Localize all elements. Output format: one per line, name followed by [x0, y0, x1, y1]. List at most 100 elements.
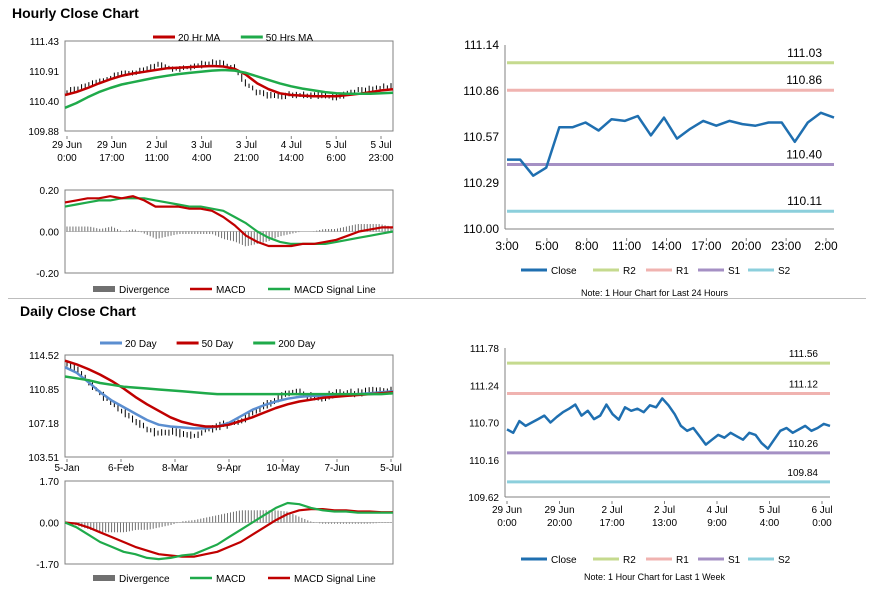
hourly-price-y-tick-2: 110.40: [29, 97, 59, 108]
hourly-section-title: Hourly Close Chart: [12, 5, 139, 21]
hourly-price-legend-label-1: 50 Hrs MA: [266, 33, 314, 44]
weekly-hourly-legend-label-2: R1: [676, 555, 689, 566]
daily-price-x-tick-0: 5-Jan: [54, 463, 79, 474]
weekly-hourly-x-tick-1-time: 20:00: [547, 518, 572, 529]
hourly-macd-legend-label-2: MACD Signal Line: [294, 285, 376, 296]
hourly-price-plot-frame: [64, 40, 394, 132]
daily-macd-y-tick-2: -1.70: [36, 560, 59, 571]
daily-price-x-tick-4: 10-May: [266, 463, 299, 474]
weekly-hourly-level-r2-label: 111.56: [789, 349, 819, 360]
daily-macd-macd-line: [64, 501, 393, 561]
weekly-hourly-y-tick-0: 111.78: [470, 344, 500, 355]
hourly-price-y-tick-0: 111.43: [30, 37, 60, 48]
weekly-hourly-y-tick-1: 111.24: [470, 381, 500, 392]
daily-price-legend-label-1: 50 Day: [202, 339, 234, 350]
weekly-hourly-x-tick-0-date: 29 Jun: [492, 505, 522, 516]
hourly-price-x-tick-4-time: 21:00: [234, 153, 259, 164]
hourly-macd-legend-label-1: MACD: [216, 285, 245, 296]
hourly-price-x-tick-2-time: 11:00: [145, 153, 170, 164]
weekly-hourly-legend-label-0: Close: [551, 555, 577, 566]
weekly-hourly-x-tick-0-time: 0:00: [497, 518, 517, 529]
hourly-24h-y-tick-3: 110.29: [463, 176, 499, 190]
weekly-hourly-x-tick-1-date: 29 Jun: [544, 505, 574, 516]
daily-price-x-tick-5: 7-Jun: [324, 463, 349, 474]
daily-price-x-tick-6: 5-Jul: [380, 463, 402, 474]
daily-macd-legend-label-2: MACD Signal Line: [294, 574, 376, 585]
hourly-24h-x-tick-0: 3:00: [495, 239, 519, 253]
hourly-24h-x-tick-2: 8:00: [575, 239, 599, 253]
hourly-24h-legend-label-0: Close: [551, 266, 577, 277]
weekly-hourly-legend-label-3: S1: [728, 555, 741, 566]
weekly-hourly-x-tick-6-date: 6 Jul: [811, 505, 832, 516]
hourly-24h-close-line: [507, 111, 835, 177]
hourly-price-x-tick-7-time: 23:00: [368, 153, 393, 164]
hourly-price-x-tick-3-time: 4:00: [192, 153, 212, 164]
weekly-hourly-close-line: [506, 397, 831, 450]
daily-macd-legend-label-1: MACD: [216, 574, 245, 585]
hourly-price-x-tick-6-date: 5 Jul: [326, 140, 347, 151]
hourly-24h-x-tick-5: 17:00: [691, 239, 721, 253]
hourly-24h-level-r2-label: 111.03: [787, 46, 822, 60]
hourly-price-x-tick-5-time: 14:00: [279, 153, 304, 164]
hourly-24h-legend-label-1: R2: [623, 266, 636, 277]
weekly-hourly-x-tick-3-date: 2 Jul: [654, 505, 675, 516]
daily-price-plot-frame: [64, 354, 394, 458]
weekly-hourly-legend-label-1: R2: [623, 555, 636, 566]
hourly-macd-y-tick-1: 0.00: [40, 228, 60, 239]
hourly-macd-macd-line: [64, 195, 393, 248]
hourly-24h-x-tick-3: 11:00: [612, 239, 641, 253]
daily-price-y-tick-3: 103.51: [28, 453, 59, 464]
daily-macd-legend-label-0: Divergence: [119, 574, 170, 585]
weekly-hourly-x-tick-2-date: 2 Jul: [601, 505, 622, 516]
hourly-price-y-tick-3: 109.88: [28, 127, 59, 138]
weekly-hourly-level-s1-label: 110.26: [788, 439, 818, 450]
daily-price-x-tick-2: 8-Mar: [162, 463, 189, 474]
hourly-price-x-tick-1-date: 29 Jun: [97, 140, 127, 151]
daily-macd-y-tick-0: 1.70: [40, 477, 60, 488]
weekly-hourly-level-s2-label: 109.84: [787, 468, 818, 479]
daily-price-200-day-line: [64, 375, 394, 396]
hourly-24h-level-r1-label: 110.86: [786, 73, 822, 87]
daily-price-y-tick-2: 107.18: [28, 419, 59, 430]
hourly-24h-legend-label-4: S2: [778, 266, 791, 277]
daily-macd-y-tick-1: 0.00: [40, 519, 60, 530]
daily-price-legend-label-0: 20 Day: [125, 339, 157, 350]
weekly-hourly-x-tick-3-time: 13:00: [652, 518, 677, 529]
weekly-hourly-y-tick-4: 109.62: [468, 493, 499, 504]
daily-price-legend-label-2: 200 Day: [278, 339, 315, 350]
hourly-macd-legend-label-0: Divergence: [119, 285, 170, 296]
hourly-price-20-hr-ma-line: [64, 64, 394, 98]
daily-price-x-tick-3: 9-Apr: [217, 463, 242, 474]
weekly-hourly-x-tick-5-date: 5 Jul: [759, 505, 780, 516]
hourly-price-x-tick-1-time: 17:00: [99, 153, 124, 164]
hourly-macd-y-tick-0: 0.20: [40, 186, 60, 197]
hourly-price-x-tick-7-date: 5 Jul: [370, 140, 391, 151]
hourly-24h-level-s1-label: 110.40: [786, 147, 822, 161]
weekly-hourly-y-tick-2: 110.70: [469, 419, 499, 430]
daily-price-y-tick-1: 110.85: [29, 385, 59, 396]
hourly-price-x-tick-3-date: 3 Jul: [191, 140, 212, 151]
hourly-price-x-tick-4-date: 3 Jul: [236, 140, 257, 151]
hourly-24h-x-tick-7: 23:00: [771, 239, 801, 253]
weekly-hourly-y-tick-3: 110.16: [469, 456, 499, 467]
hourly-24h-y-tick-0: 111.14: [464, 38, 499, 52]
daily-section-title: Daily Close Chart: [20, 303, 136, 319]
hourly-24h-x-tick-6: 20:00: [731, 239, 761, 253]
weekly-hourly-x-tick-2-time: 17:00: [599, 518, 624, 529]
hourly-price-x-tick-5-date: 4 Jul: [281, 140, 302, 151]
hourly-24h-legend-label-3: S1: [728, 266, 741, 277]
hourly-price-50-hrs-ma-line: [64, 68, 394, 109]
hourly-24h-x-tick-8: 2:00: [814, 239, 838, 253]
daily-price-y-tick-0: 114.52: [29, 351, 59, 362]
weekly-hourly-x-tick-6-time: 0:00: [812, 518, 832, 529]
weekly-hourly-x-tick-4-time: 9:00: [707, 518, 727, 529]
weekly-hourly-x-tick-5-time: 4:00: [760, 518, 780, 529]
hourly-24h-y-tick-4: 110.00: [463, 222, 499, 236]
hourly-price-legend-label-0: 20 Hr MA: [178, 33, 221, 44]
weekly-hourly-note: Note: 1 Hour Chart for Last 1 Week: [584, 572, 725, 582]
daily-price-20-day-line: [64, 366, 394, 430]
hourly-price-y-tick-1: 110.91: [29, 67, 59, 78]
daily-price-x-tick-1: 6-Feb: [108, 463, 135, 474]
hourly-price-x-tick-0-time: 0:00: [57, 153, 77, 164]
